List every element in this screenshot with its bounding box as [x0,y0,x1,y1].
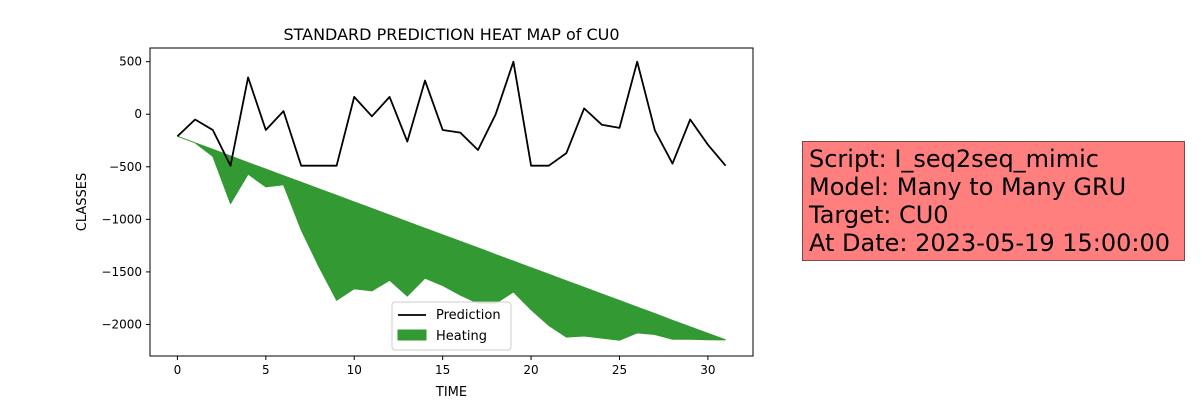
legend-fill-swatch [397,329,427,341]
info-script: Script: I_seq2seq_mimic [809,145,1099,173]
heating-area [177,135,726,341]
legend: Prediction Heating [391,301,512,351]
info-model: Model: Many to Many GRU [809,173,1127,201]
x-axis-label: TIME [435,385,467,400]
info-target: Target: CU0 [809,201,949,229]
y-tick-label: −1500 [101,265,142,279]
x-tick-label: 5 [262,363,270,377]
y-tick-label: −2000 [101,317,142,331]
y-tick-label: −1000 [101,212,142,226]
legend-label-heating: Heating [436,329,487,344]
y-tick-label: 500 [119,55,142,69]
prediction-line [176,60,727,167]
y-axis-label: CLASSES [75,173,90,231]
x-tick-label: 15 [435,363,450,377]
info-box: Script: I_seq2seq_mimic Model: Many to M… [802,141,1185,261]
axes-frame [149,47,754,357]
legend-label-prediction: Prediction [436,308,501,323]
x-tick-label: 30 [700,363,715,377]
x-tick-label: 20 [523,363,538,377]
plot-area: 0 5 10 15 20 25 30 500 0 −500 −1000 −1500 −2000 [101,47,754,377]
info-date: At Date: 2023-05-19 15:00:00 [809,229,1171,257]
y-tick-label: 0 [134,107,142,121]
x-tick-label: 10 [347,363,362,377]
x-tick-label: 25 [612,363,627,377]
x-tick-label: 0 [174,363,182,377]
chart-title: STANDARD PREDICTION HEAT MAP of CU0 [283,25,619,44]
y-tick-label: −500 [109,160,142,174]
